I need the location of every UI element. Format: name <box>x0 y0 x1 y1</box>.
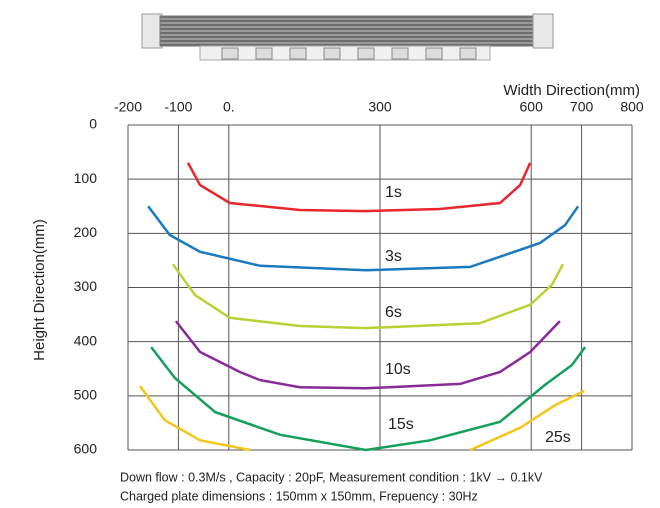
y-tick-label: 400 <box>74 332 98 348</box>
y-axis-title: Height Direction(mm) <box>31 219 48 361</box>
x-tick-label: 0. <box>223 99 235 115</box>
curve-label: 3s <box>385 248 402 265</box>
device-illustration <box>141 13 554 61</box>
x-tick-label: -100 <box>164 99 192 115</box>
curve-label: 1s <box>385 184 402 201</box>
footnote: Charged plate dimensions : 150mm x 150mm… <box>120 489 478 503</box>
curve <box>147 205 580 272</box>
curve <box>171 263 565 330</box>
y-tick-label: 600 <box>74 441 98 457</box>
x-tick-label: 300 <box>368 99 392 115</box>
x-tick-label: 700 <box>570 99 594 115</box>
footnote: Down flow : 0.3M/s , Capacity : 20pF, Me… <box>120 470 543 484</box>
x-tick-label: 600 <box>520 99 544 115</box>
x-tick-label: -200 <box>114 99 142 115</box>
y-tick-label: 100 <box>74 170 98 186</box>
y-tick-label: 300 <box>74 278 98 294</box>
x-tick-label: 800 <box>620 99 644 115</box>
curve <box>150 346 587 452</box>
y-tick-label: 200 <box>74 224 98 240</box>
curve <box>186 162 532 213</box>
curve <box>139 385 585 452</box>
curve-label: 10s <box>385 361 411 378</box>
y-tick-label: 500 <box>74 387 98 403</box>
curve-label: 15s <box>388 416 414 433</box>
curve-label: 6s <box>385 304 402 321</box>
curve <box>174 320 561 390</box>
curve-label: 25s <box>545 429 571 446</box>
y-tick-label: 0 <box>89 116 97 132</box>
x-axis-title: Width Direction(mm) <box>503 82 640 99</box>
